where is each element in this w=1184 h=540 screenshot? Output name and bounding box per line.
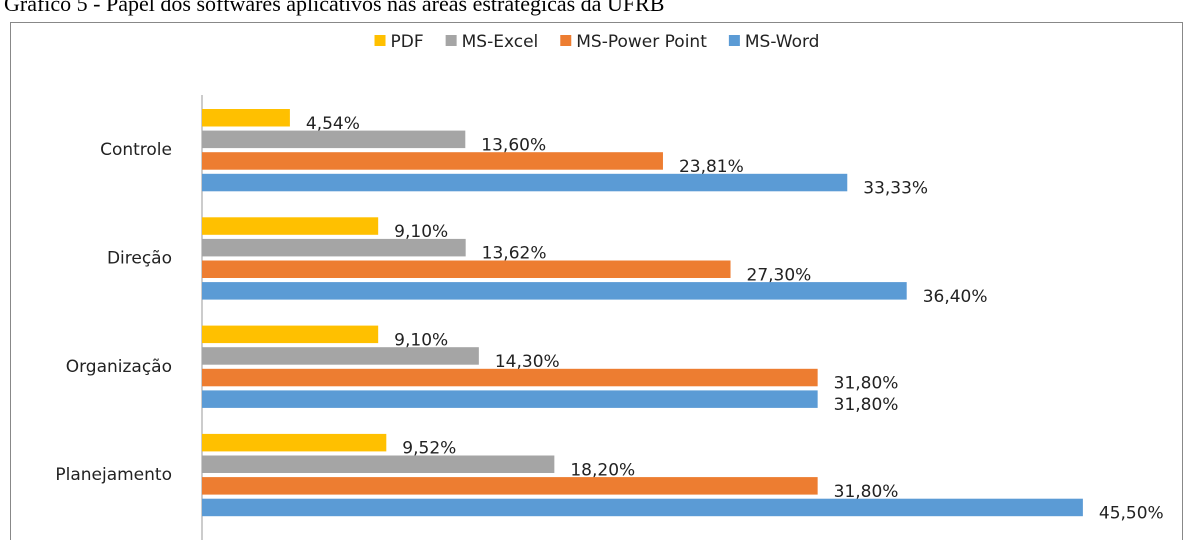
bar — [202, 498, 1083, 517]
bar — [202, 260, 731, 278]
category-label: Controle — [100, 140, 172, 160]
legend-label: PDF — [391, 32, 424, 52]
legend-label: MS-Power Point — [576, 32, 707, 52]
data-label: 14,30% — [495, 352, 560, 372]
chart-title: Gráfico 5 - Papel dos softwares aplicati… — [4, 0, 664, 16]
bar — [202, 173, 848, 192]
bar — [202, 368, 818, 387]
bar — [202, 433, 387, 452]
legend-label: MS-Word — [745, 32, 820, 52]
data-label: 45,50% — [1099, 503, 1164, 523]
data-label: 23,81% — [679, 157, 744, 177]
bar — [202, 455, 555, 473]
data-label: 9,10% — [394, 222, 448, 242]
bar — [202, 238, 466, 257]
bar — [202, 130, 466, 149]
data-label: 18,20% — [570, 460, 635, 480]
bar — [202, 282, 907, 300]
bar — [202, 390, 818, 408]
bar — [202, 217, 379, 235]
data-label: 31,80% — [834, 374, 899, 394]
legend-swatch — [728, 35, 740, 46]
legend-label: MS-Excel — [462, 32, 539, 52]
bar — [202, 477, 818, 495]
data-label: 9,10% — [394, 330, 448, 350]
bar — [202, 325, 379, 344]
data-label: 4,54% — [306, 114, 360, 134]
legend-swatch — [445, 35, 457, 46]
bar — [202, 109, 290, 127]
category-label: Direção — [107, 248, 172, 268]
bar — [202, 152, 663, 170]
data-label: 31,80% — [834, 482, 899, 502]
data-label: 31,80% — [834, 395, 899, 415]
chart-frame — [10, 22, 1183, 540]
category-label: Planejamento — [55, 465, 172, 485]
bar — [202, 347, 479, 365]
data-label: 27,30% — [747, 265, 812, 285]
category-label: Organização — [66, 357, 172, 377]
data-label: 36,40% — [923, 287, 988, 307]
data-label: 13,60% — [481, 135, 546, 155]
data-label: 33,33% — [863, 179, 928, 199]
data-label: 9,52% — [402, 439, 456, 459]
data-label: 13,62% — [482, 244, 547, 264]
legend-swatch — [560, 35, 572, 46]
legend-swatch — [374, 35, 386, 46]
